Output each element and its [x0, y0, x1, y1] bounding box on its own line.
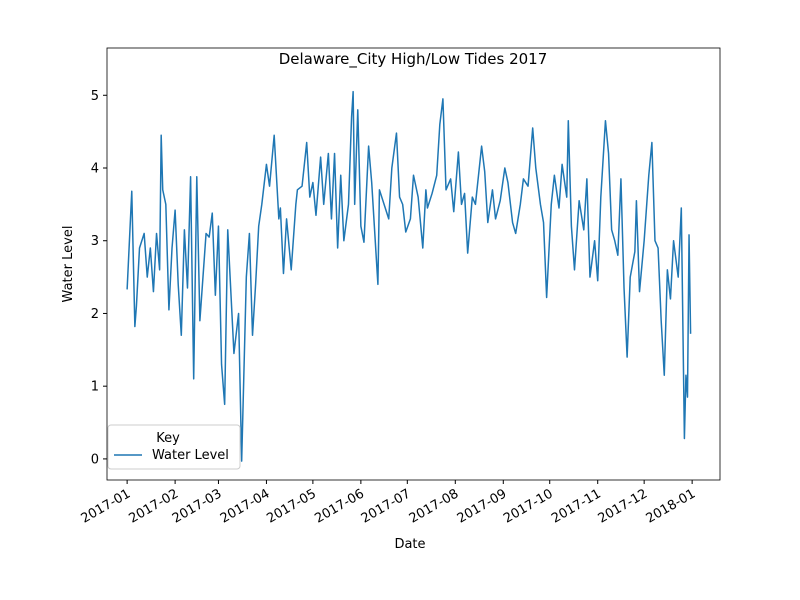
y-tick-label: 5	[91, 89, 99, 104]
chart-title: Delaware_City High/Low Tides 2017	[279, 50, 548, 69]
y-axis-label: Water Level	[61, 226, 76, 303]
y-tick-label: 4	[91, 162, 99, 177]
line-series	[126, 90, 692, 462]
legend-label: Water Level	[152, 448, 229, 463]
y-tick-label: 3	[91, 234, 99, 249]
x-axis-label: Date	[394, 537, 425, 552]
y-tick-label: 0	[91, 452, 99, 467]
plot-frame	[106, 47, 721, 481]
y-tick-label: 2	[91, 307, 99, 322]
legend-box	[107, 424, 241, 470]
legend-title: Key	[156, 431, 180, 446]
y-tick-label: 1	[91, 380, 99, 395]
